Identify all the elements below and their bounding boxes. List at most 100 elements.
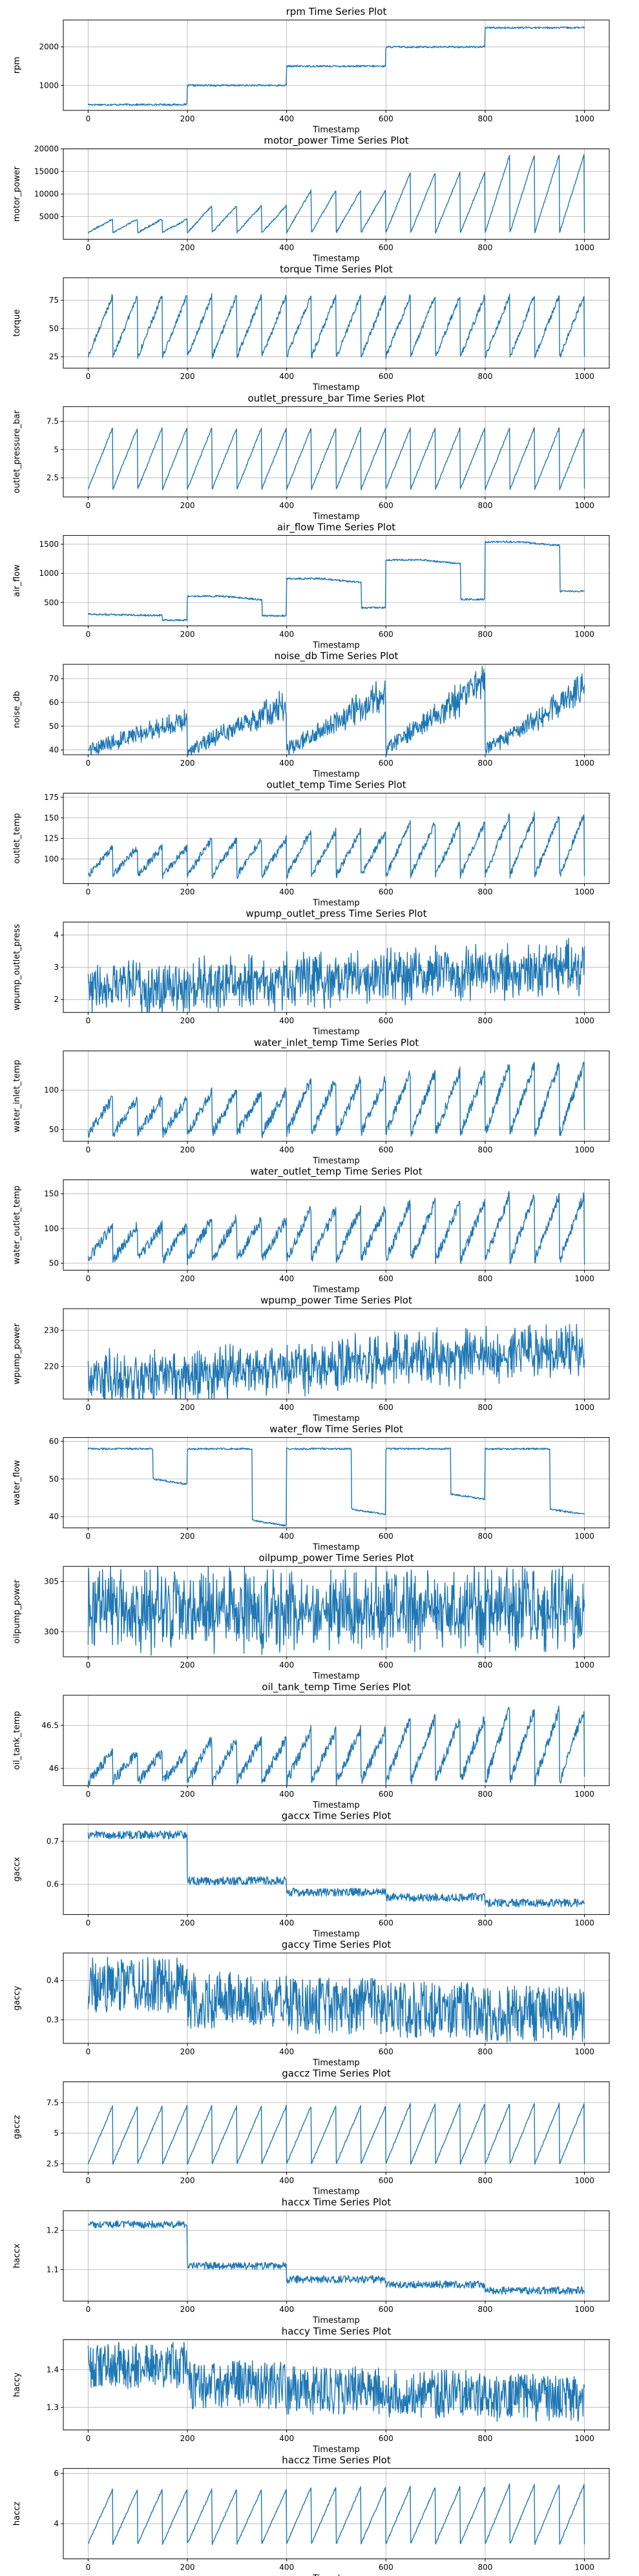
- y-tick-label: 2.5: [47, 473, 59, 482]
- x-tick-label: 200: [180, 2434, 195, 2443]
- chart-title: outlet_temp Time Series Plot: [267, 779, 406, 792]
- x-axis-label: Timestamp: [312, 1285, 360, 1294]
- x-tick-label: 200: [180, 1661, 195, 1670]
- y-tick-label: 3: [54, 963, 59, 972]
- x-tick-label: 1000: [574, 1532, 594, 1541]
- x-tick-label: 800: [478, 501, 493, 510]
- series-line: [87, 26, 585, 107]
- x-tick-label: 600: [379, 1016, 393, 1025]
- subplot-20: haccz Time Series Plot 0 200 400 600 800 1000 4…: [12, 2454, 610, 2576]
- x-tick-label: 800: [478, 243, 493, 252]
- x-axis-label: Timestamp: [312, 512, 360, 522]
- y-axis-label: water_outlet_temp: [12, 1185, 22, 1264]
- x-axis-label: Timestamp: [312, 2573, 360, 2576]
- x-tick-label: 1000: [574, 888, 594, 897]
- subplot-8: wpump_outlet_press Time Series Plot 0 200 4…: [12, 908, 610, 1037]
- series-line: [88, 154, 585, 234]
- x-tick-label: 400: [279, 114, 294, 123]
- y-tick-label: 0.7: [47, 1837, 59, 1846]
- y-tick-label: 50: [49, 722, 59, 731]
- x-tick-label: 400: [279, 1403, 294, 1412]
- subplot-2: motor_power Time Series Plot 0 200 400 600 80…: [12, 135, 610, 264]
- x-tick-label: 600: [379, 2176, 393, 2185]
- y-tick-label: 2.5: [47, 2159, 59, 2168]
- x-tick-label: 800: [478, 1274, 493, 1283]
- x-tick-label: 200: [180, 1016, 195, 1025]
- x-tick-label: 0: [86, 1016, 91, 1025]
- x-tick-label: 1000: [574, 114, 594, 123]
- y-tick-label: 70: [49, 674, 59, 683]
- x-tick-label: 600: [379, 372, 393, 381]
- y-tick-label: 1.3: [47, 2403, 59, 2412]
- x-tick-label: 800: [478, 759, 493, 768]
- x-axis-label: Timestamp: [312, 1414, 360, 1424]
- y-axis-label: wpump_power: [12, 1323, 22, 1384]
- x-tick-label: 0: [86, 1145, 91, 1154]
- y-tick-label: 150: [44, 813, 59, 823]
- subplot-10: water_outlet_temp Time Series Plot 0 200 40…: [12, 1165, 610, 1294]
- x-tick-label: 600: [379, 629, 393, 639]
- x-tick-label: 400: [279, 1532, 294, 1541]
- plot-frame: [63, 2210, 610, 2302]
- x-tick-label: 600: [379, 501, 393, 510]
- x-tick-label: 0: [86, 2305, 91, 2314]
- x-tick-label: 0: [86, 243, 91, 252]
- x-tick-label: 0: [86, 759, 91, 768]
- plot-frame: [63, 19, 610, 111]
- y-tick-label: 305: [44, 1577, 59, 1586]
- x-tick-label: 1000: [574, 1790, 594, 1799]
- subplot-19: haccy Time Series Plot 0 200 400 600 800 1000 1…: [12, 2326, 610, 2455]
- subplot-11: wpump_power Time Series Plot 0 200 400 600 80…: [12, 1294, 610, 1424]
- x-tick-label: 800: [478, 372, 493, 381]
- subplot-13: oilpump_power Time Series Plot 0 200 400 600…: [12, 1552, 610, 1681]
- x-axis-label: Timestamp: [312, 2445, 360, 2455]
- x-tick-label: 200: [180, 243, 195, 252]
- x-tick-label: 800: [478, 629, 493, 639]
- y-tick-label: 60: [49, 1436, 59, 1446]
- plot-frame: [63, 2081, 610, 2173]
- y-tick-label: 50: [49, 1475, 59, 1484]
- x-axis-label: Timestamp: [312, 2187, 360, 2197]
- x-tick-label: 800: [478, 1918, 493, 1927]
- x-tick-label: 200: [180, 1274, 195, 1283]
- chart-title: wpump_power Time Series Plot: [260, 1294, 412, 1307]
- x-tick-label: 800: [478, 1403, 493, 1412]
- x-tick-label: 800: [478, 1532, 493, 1541]
- y-tick-label: 1.1: [47, 2265, 59, 2274]
- y-tick-label: 150: [44, 1189, 59, 1198]
- x-tick-label: 600: [379, 1532, 393, 1541]
- x-axis-label: Timestamp: [312, 1156, 360, 1166]
- x-axis-label: Timestamp: [312, 770, 360, 779]
- y-axis-label: rpm: [12, 57, 22, 74]
- x-tick-label: 800: [478, 2305, 493, 2314]
- x-axis-label: Timestamp: [312, 254, 360, 264]
- x-tick-label: 1000: [574, 2176, 594, 2185]
- y-tick-label: 40: [49, 1512, 59, 1521]
- y-tick-label: 4: [54, 930, 59, 939]
- x-tick-label: 600: [379, 1918, 393, 1927]
- y-tick-label: 50: [49, 1125, 59, 1134]
- x-tick-label: 200: [180, 759, 195, 768]
- series-line: [87, 540, 585, 622]
- plot-frame: [63, 793, 610, 884]
- x-tick-label: 400: [279, 1790, 294, 1799]
- subplot-4: outlet_pressure_bar Time Series Plot 0 200…: [12, 393, 610, 522]
- x-tick-label: 800: [478, 2176, 493, 2185]
- x-tick-label: 600: [379, 1661, 393, 1670]
- x-tick-label: 400: [279, 1145, 294, 1154]
- chart-title: haccx Time Series Plot: [282, 2196, 392, 2208]
- subplot-12: water_flow Time Series Plot 0 200 400 600 800…: [12, 1424, 610, 1553]
- x-tick-label: 200: [180, 501, 195, 510]
- x-tick-label: 0: [86, 629, 91, 639]
- x-tick-label: 400: [279, 759, 294, 768]
- subplot-17: gaccz Time Series Plot 0 200 400 600 800 1000 2…: [12, 2068, 610, 2197]
- x-tick-label: 0: [86, 372, 91, 381]
- x-axis-label: Timestamp: [312, 1027, 360, 1037]
- series-line: [87, 2103, 585, 2165]
- y-axis-label: gaccy: [12, 1986, 22, 2011]
- x-tick-label: 0: [86, 1403, 91, 1412]
- x-tick-label: 200: [180, 114, 195, 123]
- y-tick-label: 0.6: [47, 1880, 59, 1889]
- x-tick-label: 800: [478, 2562, 493, 2571]
- x-tick-label: 200: [180, 372, 195, 381]
